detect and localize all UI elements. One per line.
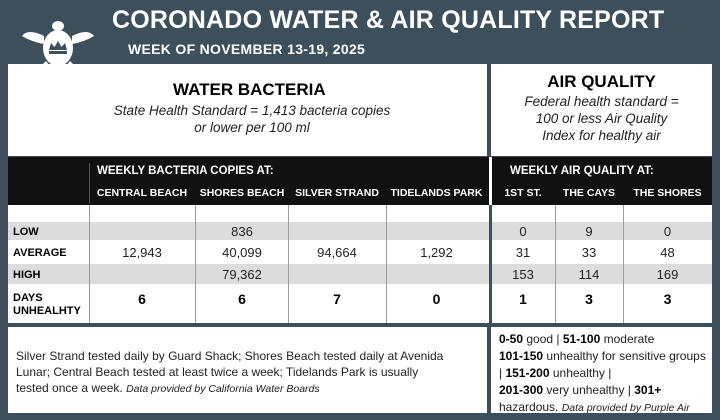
table-cell: 7 <box>333 291 341 307</box>
grid-line <box>386 205 387 323</box>
band-divider <box>89 163 90 203</box>
water-band-heading: WEEKLY BACTERIA COPIES AT: <box>97 165 274 177</box>
table-cell: 0 <box>663 224 672 239</box>
section-divider <box>489 205 492 323</box>
col-shores-beach: SHORES BEACH <box>199 187 285 199</box>
table-cell: 153 <box>512 267 534 282</box>
column-header-band: WEEKLY BACTERIA COPIES AT: WEEKLY AIR QU… <box>8 157 712 205</box>
air-data-source: Data provided by Purple Air <box>561 402 690 414</box>
air-standard-line1: Federal health standard = <box>524 94 679 109</box>
table-cell: 12,943 <box>122 245 162 260</box>
table-row-days-unhealthy: DAYS UNHEALHTY 6 6 7 0 1 3 3 <box>8 285 712 323</box>
col-1st-st: 1ST ST. <box>504 187 542 199</box>
water-bacteria-panel: WATER BACTERIA State Health Standard = 1… <box>8 64 487 156</box>
water-standard-line1: State Health Standard = 1,413 bacteria c… <box>113 103 391 118</box>
water-note-line1: Silver Strand tested daily by Guard Shac… <box>16 349 444 363</box>
aqi-desc: moderate <box>603 332 655 346</box>
table-cell: 0 <box>519 224 527 239</box>
grid-line <box>555 205 556 323</box>
row-label: DAYS <box>13 292 43 304</box>
page-title: CORONADO WATER & AIR QUALITY REPORT <box>112 6 665 34</box>
aqi-range: 51-100 <box>562 332 601 346</box>
table-cell: 6 <box>138 291 146 307</box>
water-standard-line2: or lower per 100 ml <box>194 120 310 135</box>
table-cell: 33 <box>581 245 597 260</box>
aqi-desc: good <box>526 332 554 346</box>
table-cell: 79,362 <box>222 267 262 282</box>
aqi-desc: unhealthy <box>552 366 605 380</box>
air-standard-line3: Index for healthy air <box>542 128 661 143</box>
aqi-range: 0-50 <box>499 332 524 346</box>
grid-line <box>623 205 624 323</box>
water-bacteria-title: WATER BACTERIA <box>173 80 326 99</box>
table-cell: 836 <box>231 224 253 239</box>
table-cell: 0 <box>432 291 441 307</box>
water-note-line2: Lunar; Central Beach tested at least twi… <box>16 365 419 379</box>
band-divider <box>489 157 492 205</box>
aqi-range: 301+ <box>634 383 662 397</box>
col-silver-strand: SILVER STRAND <box>295 187 379 199</box>
grid-line <box>288 205 289 323</box>
table-row-low: LOW 836 0 9 0 <box>8 222 712 240</box>
grid-line <box>195 205 196 323</box>
aqi-desc: unhealthy for sensitive groups <box>546 349 706 363</box>
water-footnote-panel: Silver Strand tested daily by Guard Shac… <box>8 327 487 413</box>
table-row-high: HIGH 79,362 153 114 169 <box>8 264 712 284</box>
grid-line <box>89 205 90 323</box>
row-label: UNHEALHTY <box>13 305 81 317</box>
aqi-range: 101-150 <box>499 349 544 363</box>
row-label: HIGH <box>13 269 41 281</box>
col-the-cays: THE CAYS <box>562 187 616 199</box>
air-quality-title: AIR QUALITY <box>547 72 656 91</box>
row-label: AVERAGE <box>13 247 67 259</box>
aqi-legend: 0-50 good | 51-100 moderate 101-150 unhe… <box>499 332 706 414</box>
data-table: LOW 836 0 9 0 AVERAGE 12,943 40,099 94,6… <box>8 205 712 323</box>
aqi-range: 201-300 <box>499 383 544 397</box>
table-cell: 3 <box>585 291 593 307</box>
table-cell: 94,664 <box>317 245 357 260</box>
table-cell: 48 <box>660 245 675 260</box>
col-the-shores: THE SHORES <box>633 187 702 199</box>
table-row-average: AVERAGE 12,943 40,099 94,664 1,292 31 33… <box>8 241 712 263</box>
col-central-beach: CENTRAL BEACH <box>96 187 188 199</box>
table-cell: 40,099 <box>222 245 262 260</box>
table-cell: 9 <box>585 224 593 239</box>
header: CORONADO WATER & AIR QUALITY REPORT WEEK… <box>0 0 720 80</box>
table-cell: 3 <box>663 291 672 307</box>
air-quality-panel: AIR QUALITY Federal health standard = 10… <box>491 64 712 156</box>
table-cell: 31 <box>515 245 531 260</box>
air-legend-panel: 0-50 good | 51-100 moderate 101-150 unhe… <box>491 327 712 414</box>
table-cell: 1 <box>519 291 527 307</box>
table-cell: 169 <box>656 267 679 282</box>
air-band-heading: WEEKLY AIR QUALITY AT: <box>510 165 654 177</box>
air-standard-line2: 100 or less Air Quality <box>535 111 668 126</box>
aqi-range: 151-200 <box>505 366 550 380</box>
table-cell: 114 <box>578 267 600 282</box>
report-week: WEEK OF NOVEMBER 13-19, 2025 <box>128 41 366 57</box>
aqi-desc: hazardous. <box>499 400 559 414</box>
aqi-desc: very unhealthy <box>546 383 625 397</box>
table-cell: 6 <box>238 291 246 307</box>
water-footnote: Silver Strand tested daily by Guard Shac… <box>16 348 484 397</box>
water-data-source: Data provided by California Water Boards <box>126 383 320 395</box>
row-label: LOW <box>13 226 39 238</box>
water-note-line3: tested once a week. <box>16 381 123 395</box>
table-cell: 1,292 <box>420 245 453 260</box>
col-tidelands-park: TIDELANDS PARK <box>390 187 483 199</box>
